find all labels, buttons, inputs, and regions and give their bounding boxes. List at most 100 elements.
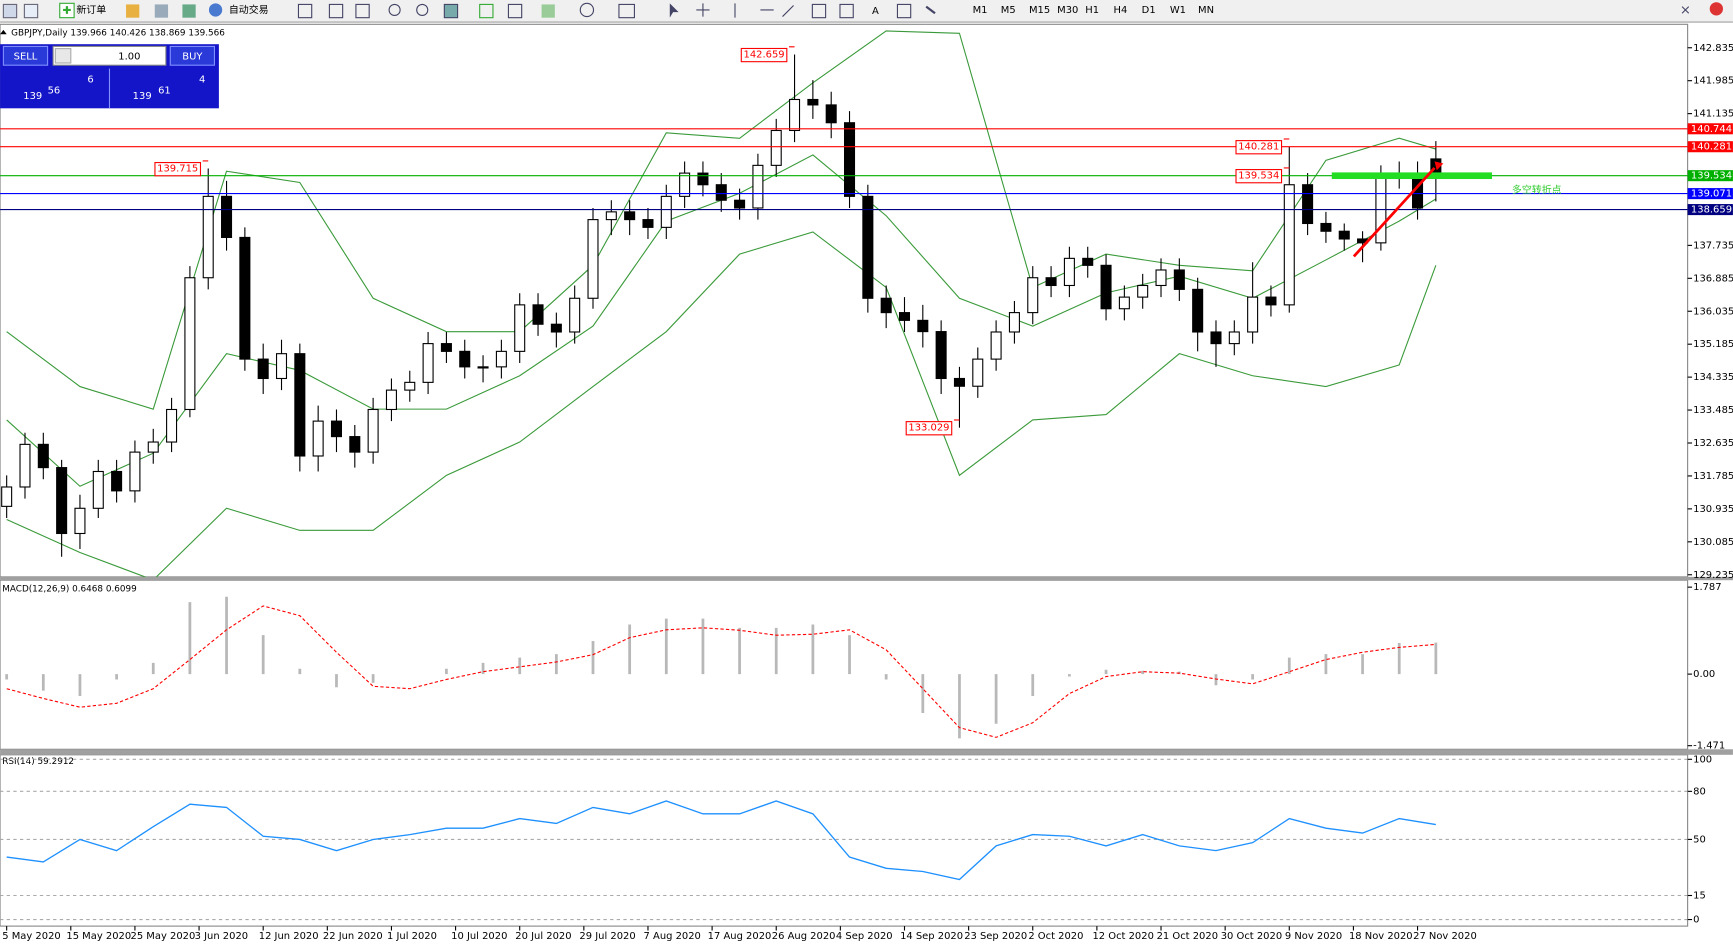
price-level-tag	[1687, 123, 1733, 135]
candle-body	[843, 122, 856, 197]
rsi-title: RSI(14) 59.2912	[2, 757, 74, 767]
candle-body	[459, 350, 471, 368]
y-tick-label: 135.185	[1693, 339, 1733, 350]
candle-body	[660, 195, 672, 228]
candle-body	[642, 219, 654, 228]
candle-body	[770, 129, 782, 166]
candle-body	[1027, 277, 1039, 314]
candle-body	[312, 420, 324, 457]
candle-body	[367, 408, 379, 453]
bid-pip: 6	[87, 75, 93, 86]
price-level-label: 140.281	[1691, 142, 1732, 153]
price-annotation-box	[1235, 169, 1283, 184]
candle-body	[569, 297, 581, 333]
candle-body	[1, 486, 13, 507]
candle-body	[129, 451, 141, 492]
candle-body	[898, 312, 911, 321]
toolbar	[0, 0, 1733, 23]
one-click-trading: SELL 1.00 BUY 139 56 6 139 61 4	[0, 44, 219, 109]
y-tick-label: 142.835	[1693, 43, 1733, 54]
price-annotation: 133.029	[908, 423, 949, 434]
new-order-button[interactable]: 新订单	[76, 3, 106, 16]
candle-body	[56, 467, 68, 535]
price-panel	[0, 23, 1689, 578]
x-tick-label: 14 Sep 2020	[900, 931, 963, 942]
candle-body	[184, 277, 196, 411]
candle-body	[37, 443, 49, 469]
ask-main: 61	[158, 86, 171, 97]
rsi-line	[6, 800, 1436, 881]
timeframe-button[interactable]: D1	[1142, 5, 1156, 16]
candle-body	[166, 408, 178, 443]
trend-arrow	[1352, 167, 1436, 258]
arrow-head	[1434, 161, 1444, 171]
title-icon	[0, 29, 7, 35]
candle-body	[294, 353, 306, 457]
timeframe-button[interactable]: H1	[1085, 5, 1099, 16]
candle-body	[1338, 230, 1350, 240]
x-tick-label: 12 Jun 2020	[259, 931, 319, 942]
bollinger-band	[6, 231, 1437, 577]
candle-body	[257, 358, 269, 380]
timeframe-button[interactable]: M30	[1057, 5, 1078, 16]
candle-body	[825, 104, 837, 124]
price-level-tag	[1687, 170, 1733, 182]
lots-input[interactable]	[52, 45, 167, 66]
candle-body	[587, 219, 599, 299]
price-annotation-box	[154, 161, 202, 177]
candle-body	[1045, 277, 1057, 287]
sell-label: SELL	[14, 51, 38, 62]
candle-body	[1228, 331, 1240, 345]
rsi-plot	[0, 758, 1688, 921]
lots-value: 1.00	[118, 51, 140, 62]
candle-body	[19, 443, 31, 488]
x-tick-label: 26 Aug 2020	[772, 931, 836, 942]
candle-body	[147, 441, 159, 453]
y-tick-label: 129.235	[1693, 570, 1733, 581]
y-tick-label: 15	[1693, 891, 1706, 902]
macd-signal-line	[6, 605, 1436, 738]
candle-body	[1008, 312, 1020, 333]
price-level-tag	[1687, 141, 1733, 153]
candle-body	[111, 470, 123, 492]
timeframe-button[interactable]: M15	[1029, 5, 1050, 16]
timeframe-button[interactable]: MN	[1198, 5, 1214, 16]
sell-button[interactable]	[2, 45, 49, 66]
ask-pip: 4	[199, 75, 205, 86]
y-tick-label: 0	[1693, 915, 1699, 926]
x-tick-label: 29 Jul 2020	[579, 931, 635, 942]
candle-body	[605, 211, 617, 221]
x-tick-label: 18 Nov 2020	[1349, 931, 1413, 942]
ask-big: 139	[133, 91, 152, 102]
timeframe-button[interactable]: M1	[973, 5, 988, 16]
candle-body	[92, 470, 104, 509]
price-level-tag	[1687, 188, 1733, 200]
timeframe-button[interactable]: H4	[1113, 5, 1127, 16]
x-tick-label: 12 Oct 2020	[1092, 931, 1153, 942]
price-annotation-box	[905, 421, 953, 436]
candle-body	[275, 353, 288, 380]
candle-body	[990, 331, 1002, 360]
candle-body	[440, 343, 452, 352]
candle-body	[1118, 296, 1130, 310]
candle-body	[349, 436, 361, 453]
candle-body	[330, 420, 343, 438]
y-tick-label: 134.335	[1693, 372, 1733, 383]
y-tick-label: 136.035	[1693, 306, 1733, 317]
auto-trading-button[interactable]: 自动交易	[229, 3, 269, 16]
y-tick-label: 1.787	[1693, 582, 1721, 593]
buy-button[interactable]	[169, 45, 216, 66]
candle-body	[1265, 296, 1277, 306]
timeframe-button[interactable]: M5	[1001, 5, 1016, 16]
candle-body	[1155, 269, 1167, 287]
timeframe-button[interactable]: W1	[1170, 5, 1186, 16]
x-tick-label: 22 Jun 2020	[323, 931, 383, 942]
candle-body	[1247, 296, 1259, 333]
y-tick-label: 131.785	[1693, 471, 1733, 482]
price-annotation: 139.534	[1238, 171, 1279, 182]
axes: 142.835 141.985 141.135 137.735 136.885 136.0…	[2, 43, 1733, 942]
candle-body	[532, 304, 544, 325]
x-tick-label: 1 Jul 2020	[387, 931, 437, 942]
price-level-label: 139.071	[1691, 189, 1732, 200]
bid-big: 139	[23, 91, 42, 102]
